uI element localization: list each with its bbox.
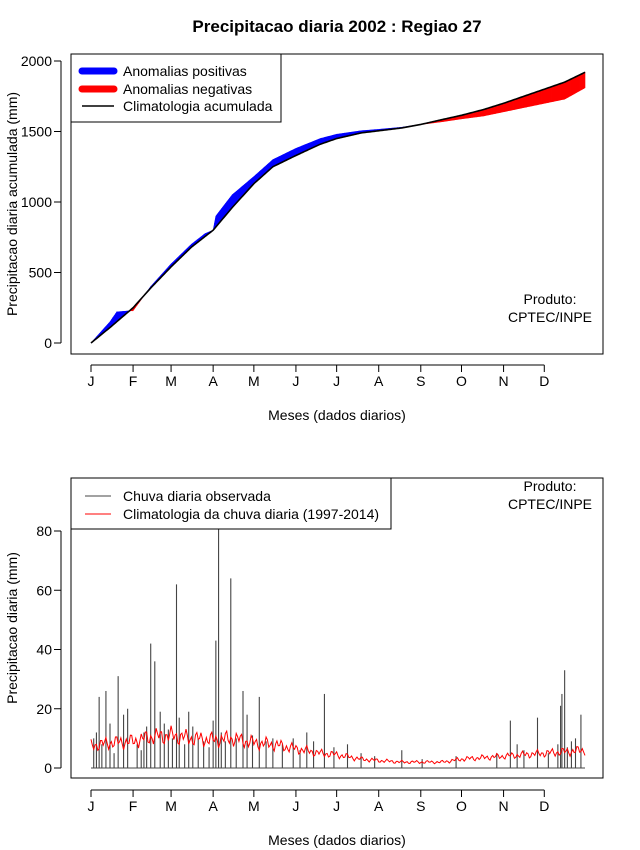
x-tick-label: A: [208, 373, 218, 389]
y-tick-label: 0: [44, 760, 52, 776]
y-tick-label: 20: [36, 701, 52, 717]
y-axis-label-top: Precipitacao diaria acumulada (mm): [4, 92, 20, 316]
x-tick-label: M: [248, 798, 260, 814]
x-tick-label: J: [88, 798, 95, 814]
legend-label: Climatologia da chuva diaria (1997-2014): [123, 506, 379, 522]
x-tick-label: O: [456, 373, 467, 389]
y-tick-label: 60: [36, 582, 52, 598]
x-tick-label: J: [333, 798, 340, 814]
legend-bottom: Chuva diaria observada Climatologia da c…: [70, 477, 392, 530]
climatology-line: [90, 71, 586, 344]
x-tick-label: J: [88, 373, 95, 389]
chart-title: Precipitacao diaria 2002 : Regiao 27: [192, 17, 481, 36]
x-tick-label: F: [129, 373, 138, 389]
y-tick-label: 0: [44, 335, 52, 351]
x-tick-label: S: [416, 798, 425, 814]
x-tick-label: M: [165, 373, 177, 389]
legend-label: Anomalias positivas: [123, 63, 247, 79]
x-tick-label: F: [129, 798, 138, 814]
legend-box: [70, 477, 392, 530]
x-axis-label-top: Meses (dados diarios): [268, 407, 406, 423]
x-tick-label: A: [374, 373, 384, 389]
legend-top: Anomalias positivas Anomalias negativas …: [70, 53, 282, 123]
plot-frame-top: [70, 53, 604, 355]
product-source: CPTEC/INPE: [508, 309, 592, 325]
x-tick-label: N: [499, 373, 509, 389]
y-tick-label: 1500: [21, 124, 52, 140]
x-axis-label-bottom: Meses (dados diarios): [268, 832, 406, 848]
x-tick-label: A: [208, 798, 218, 814]
x-tick-label: J: [292, 798, 299, 814]
product-source: CPTEC/INPE: [508, 496, 592, 512]
y-tick-label: 500: [29, 265, 53, 281]
y-tick-label: 80: [36, 523, 52, 539]
legend-label: Chuva diaria observada: [123, 488, 271, 504]
y-tick-label: 1000: [21, 194, 52, 210]
y-tick-label: 2000: [21, 53, 52, 69]
y-tick-label: 40: [36, 642, 52, 658]
x-tick-label: N: [499, 798, 509, 814]
daily-climatology-line: [90, 725, 586, 765]
x-tick-label: J: [333, 373, 340, 389]
negative-anomaly-area: [583, 71, 586, 90]
x-tick-label: A: [374, 798, 384, 814]
daily-chart: J F M A M J J A S O N D 0 20 40 60 80 Meses (dados diari…: [4, 477, 604, 848]
x-tick-label: M: [165, 798, 177, 814]
x-tick-label: D: [539, 373, 549, 389]
x-tick-label: M: [248, 373, 260, 389]
y-axis-label-bottom: Precipitacao diaria (mm): [4, 552, 20, 704]
product-label: Produto:: [524, 478, 577, 494]
product-label: Produto:: [524, 291, 577, 307]
x-tick-label: O: [456, 798, 467, 814]
legend-label: Anomalias negativas: [123, 81, 252, 97]
x-tick-label: S: [416, 373, 425, 389]
legend-label: Climatologia acumulada: [123, 98, 273, 114]
x-tick-label: J: [292, 373, 299, 389]
x-tick-label: D: [539, 798, 549, 814]
cumulative-chart: J F M A M J J A S O N D 0 500 1000 1500 2000 Meses (dado…: [4, 53, 604, 423]
